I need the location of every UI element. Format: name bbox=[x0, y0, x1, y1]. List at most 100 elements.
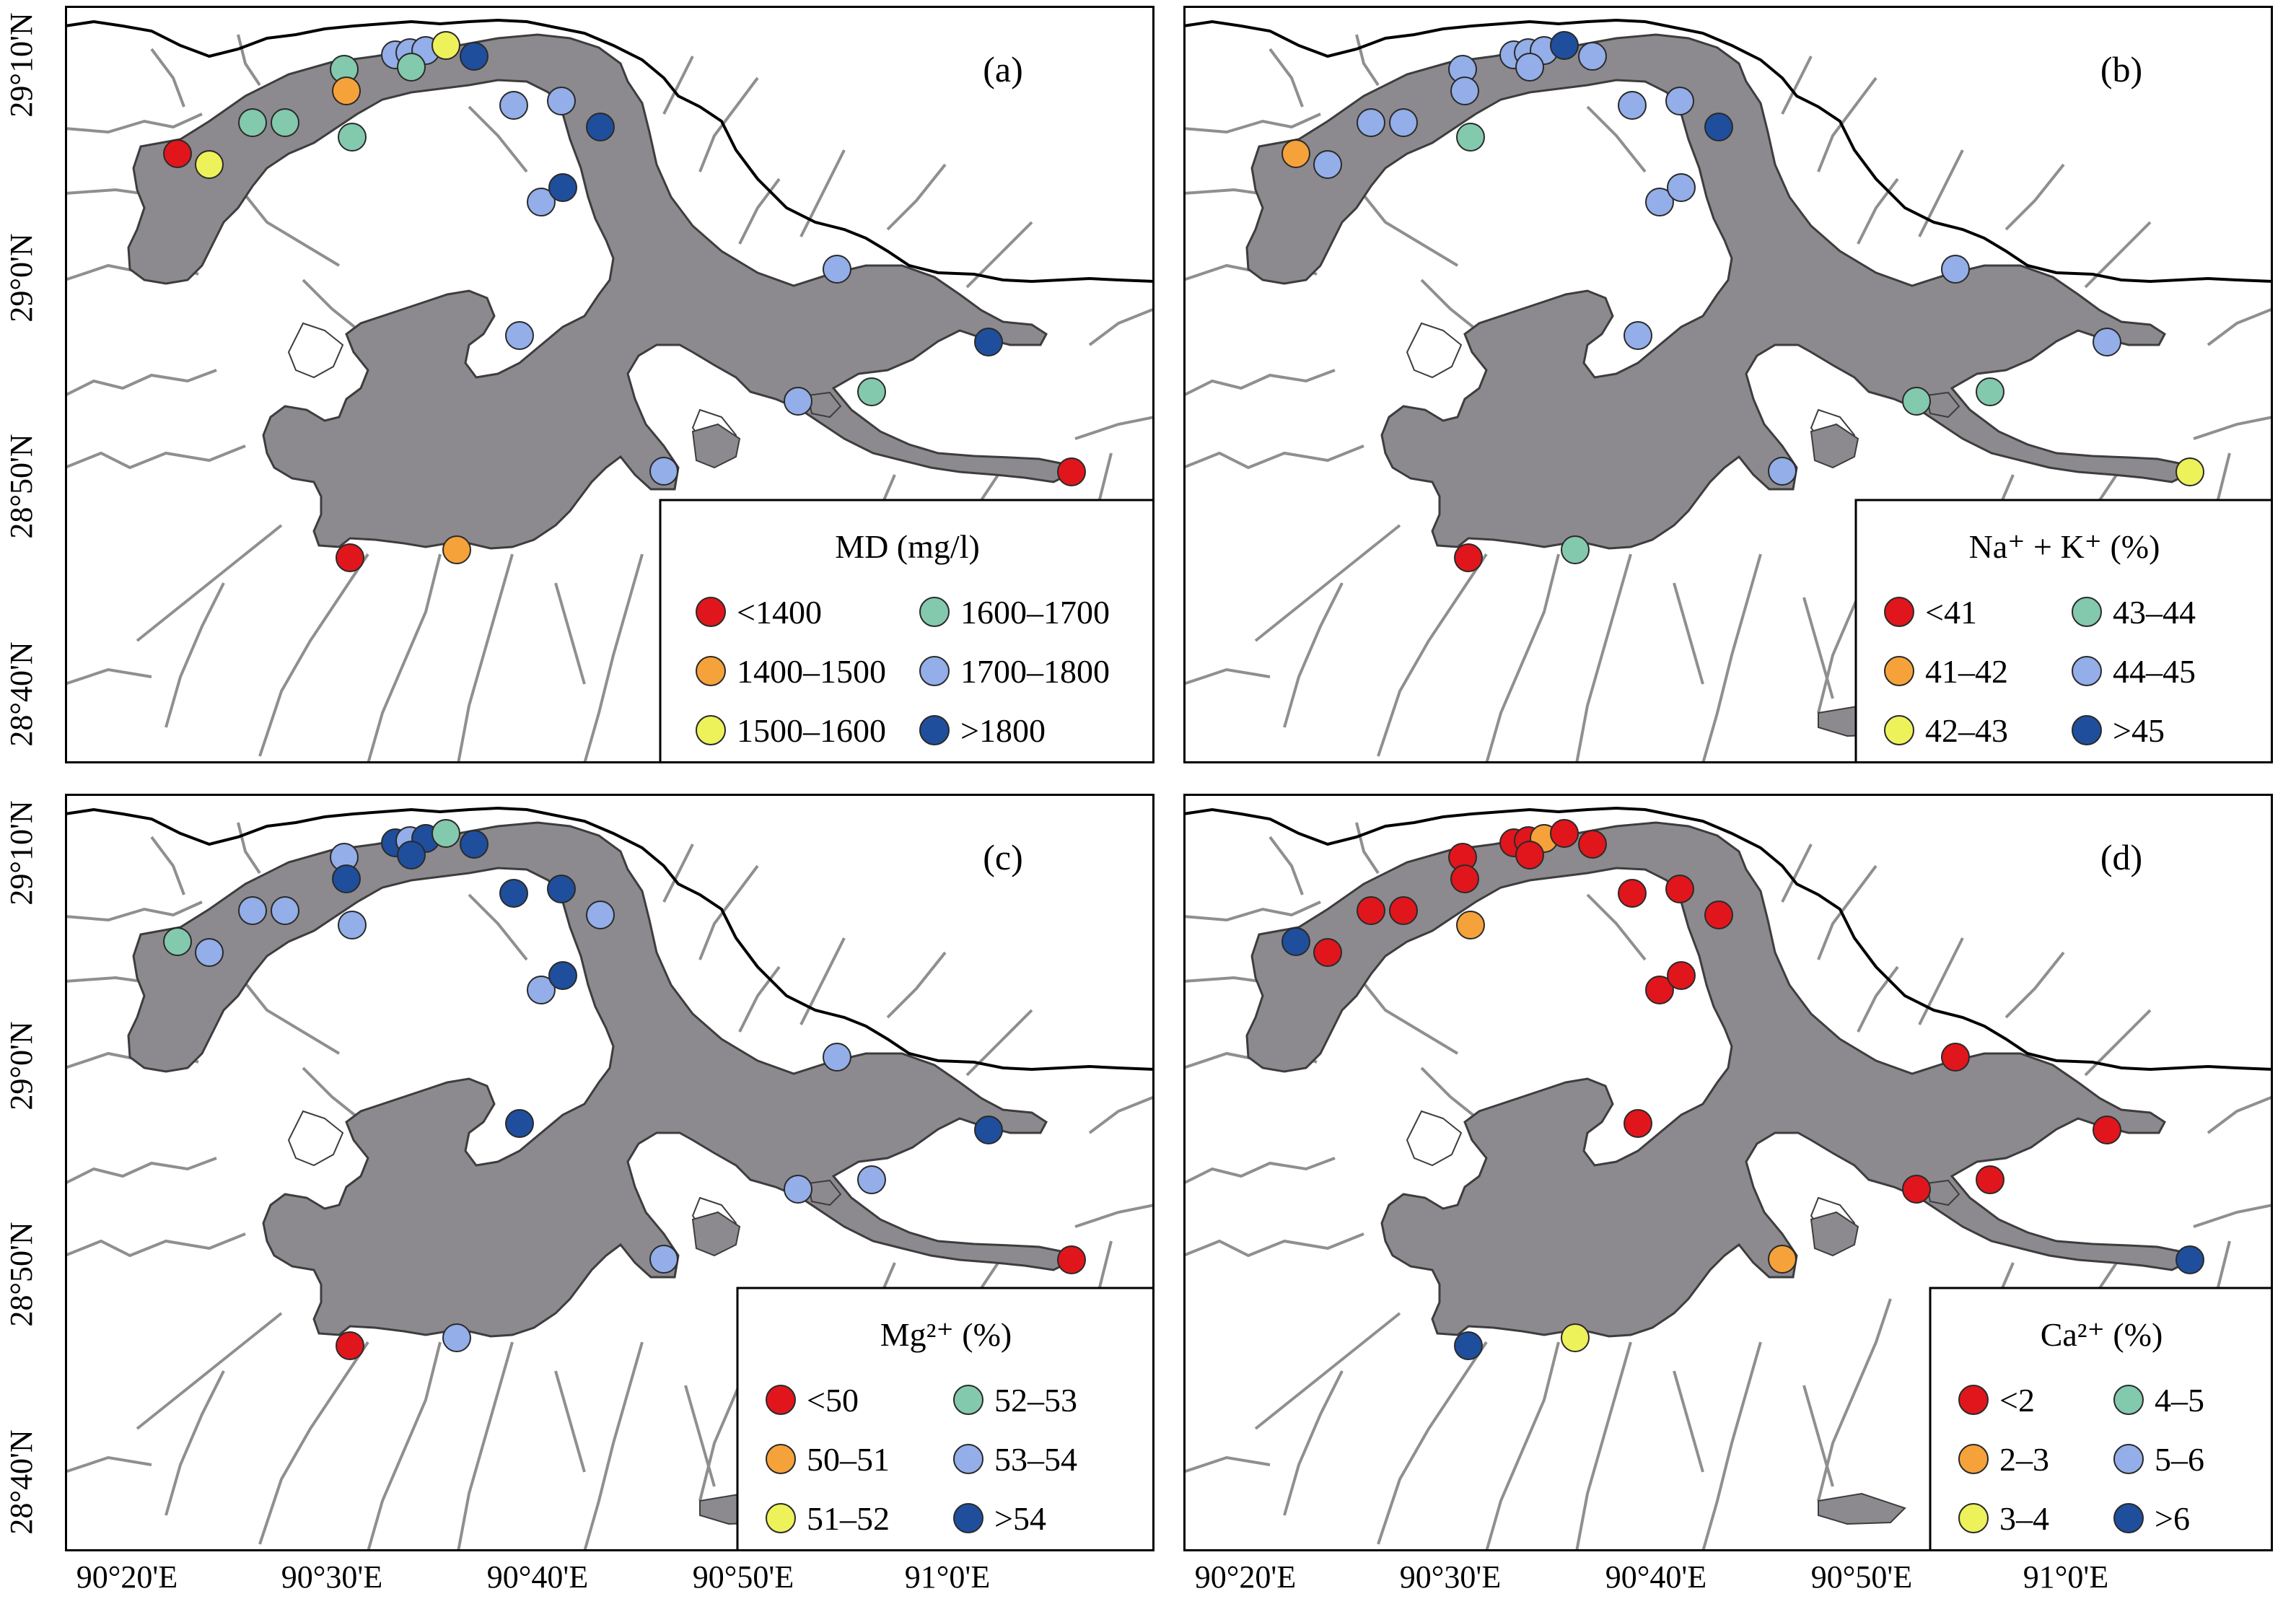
legend-label: 44–45 bbox=[2113, 653, 2196, 690]
sample-site-marker bbox=[1941, 255, 1970, 284]
sample-site-marker bbox=[857, 1165, 886, 1194]
panel-label: (a) bbox=[983, 49, 1023, 89]
lat-label: 29°0'N bbox=[4, 233, 39, 322]
sample-site-marker bbox=[163, 927, 192, 956]
legend-label: 3–4 bbox=[1999, 1500, 2049, 1537]
lon-label: 90°40'E bbox=[487, 1559, 588, 1595]
sample-site-marker bbox=[2175, 457, 2204, 486]
legend-label: >54 bbox=[994, 1500, 1046, 1537]
sample-site-marker bbox=[974, 1116, 1003, 1144]
map-frame: (b) Na⁺ + K⁺ (%) <41 41–42 42–43 43–44 44–45 >4… bbox=[1183, 6, 2273, 763]
lon-labels-left: 90°20'E 90°30'E 90°40'E 90°50'E 91°0'E bbox=[76, 1559, 990, 1595]
legend: Mg²⁺ (%) <50 50–51 51–52 52–53 53–54 >54 bbox=[736, 1287, 1154, 1551]
sample-site-marker bbox=[548, 961, 577, 990]
legend-swatch bbox=[766, 1503, 796, 1533]
sample-site-marker bbox=[1357, 108, 1385, 137]
legend-swatch bbox=[2072, 715, 2102, 745]
legend-label: 1700–1800 bbox=[960, 653, 1110, 690]
sample-site-marker bbox=[1454, 543, 1483, 572]
sample-site-marker bbox=[499, 879, 528, 908]
sample-site-marker bbox=[1561, 535, 1590, 564]
sample-site-marker bbox=[238, 108, 267, 137]
sample-site-marker bbox=[1561, 1323, 1590, 1352]
sample-site-marker bbox=[1624, 321, 1652, 350]
sample-site-marker bbox=[1357, 896, 1385, 925]
panel-a: (a) MD (mg/l) <1400 1400–1500 1500–1600 1600–… bbox=[65, 6, 1154, 763]
legend-swatch bbox=[1958, 1444, 1989, 1474]
sample-site-marker bbox=[1057, 1245, 1086, 1274]
legend-swatch bbox=[696, 715, 726, 745]
lon-labels-right: 90°20'E 90°30'E 90°40'E 90°50'E 91°0'E bbox=[1195, 1559, 2108, 1595]
legend-swatch bbox=[953, 1503, 983, 1533]
lon-label: 90°30'E bbox=[281, 1559, 382, 1595]
sample-site-marker bbox=[784, 1175, 812, 1204]
sample-site-marker bbox=[338, 911, 367, 939]
sample-site-marker bbox=[1667, 961, 1696, 990]
legend-title: MD (mg/l) bbox=[835, 528, 980, 565]
panel-border bbox=[1183, 794, 2273, 1551]
sample-site-marker bbox=[1645, 188, 1674, 216]
lat-label: 28°40'N bbox=[4, 641, 39, 746]
legend-label: <41 bbox=[1925, 594, 1977, 631]
panel-border bbox=[1183, 6, 2273, 763]
legend-swatch bbox=[919, 715, 950, 745]
legend-swatch bbox=[1884, 656, 1914, 686]
legend-label: 1400–1500 bbox=[737, 653, 886, 690]
sample-site-marker bbox=[1515, 841, 1544, 869]
sample-site-marker bbox=[1618, 91, 1647, 120]
sample-site-marker bbox=[397, 53, 426, 82]
sample-site-marker bbox=[527, 976, 556, 1004]
lon-label: 91°0'E bbox=[905, 1559, 990, 1595]
sample-site-marker bbox=[784, 387, 812, 416]
sample-site-marker bbox=[338, 123, 367, 152]
legend-swatch bbox=[1884, 597, 1914, 627]
sample-site-marker bbox=[1456, 123, 1485, 152]
legend-box bbox=[1929, 1287, 2273, 1551]
sample-site-marker bbox=[431, 31, 460, 60]
map-frame: (d) Ca²⁺ (%)<2 2–3 3–4 4–5 5–6 >6 bbox=[1183, 794, 2273, 1551]
sample-site-marker bbox=[1665, 87, 1694, 115]
legend-swatch bbox=[1884, 715, 1914, 745]
sample-site-marker bbox=[442, 535, 471, 564]
legend-title: Mg²⁺ (%) bbox=[880, 1316, 1012, 1353]
map-frame: (c) Mg²⁺ (%) <50 50–51 51–52 52–53 53–54 >54 bbox=[65, 794, 1154, 1551]
legend-label: >1800 bbox=[960, 712, 1046, 749]
sample-site-marker bbox=[1665, 875, 1694, 903]
legend-label: 42–43 bbox=[1925, 712, 2008, 749]
sample-site-marker bbox=[1902, 1175, 1931, 1204]
sample-site-marker bbox=[1976, 377, 2004, 406]
legend-label: 51–52 bbox=[807, 1500, 890, 1537]
lat-label: 28°40'N bbox=[4, 1429, 39, 1534]
sample-site-marker bbox=[195, 938, 224, 967]
panel-c: (c) Mg²⁺ (%) <50 50–51 51–52 52–53 53–54 >54 bbox=[65, 794, 1154, 1551]
sample-site-marker bbox=[2093, 328, 2121, 356]
legend-label: 5–6 bbox=[2155, 1441, 2204, 1478]
sample-site-marker bbox=[1667, 173, 1696, 202]
legend-label: 2–3 bbox=[1999, 1441, 2049, 1478]
sample-site-marker bbox=[460, 42, 488, 71]
sample-site-marker bbox=[397, 841, 426, 869]
legend-box bbox=[736, 1287, 1154, 1551]
sample-site-marker bbox=[1578, 42, 1607, 71]
legend-swatch bbox=[696, 597, 726, 627]
panel-label: (c) bbox=[983, 837, 1023, 877]
sample-site-marker bbox=[1976, 1165, 2004, 1194]
legend-swatch bbox=[919, 656, 950, 686]
legend-swatch bbox=[1958, 1385, 1989, 1415]
sample-site-marker bbox=[1768, 1245, 1797, 1274]
sample-site-marker bbox=[1550, 819, 1579, 848]
sample-site-marker bbox=[442, 1323, 471, 1352]
legend-label: >6 bbox=[2155, 1500, 2190, 1537]
legend-swatch bbox=[766, 1385, 796, 1415]
sample-site-marker bbox=[271, 108, 299, 137]
legend-swatch bbox=[2113, 1444, 2144, 1474]
panel-border bbox=[65, 6, 1154, 763]
legend: Na⁺ + K⁺ (%) <41 41–42 42–43 43–44 44–45 >45 bbox=[1854, 499, 2273, 763]
sample-site-marker bbox=[1902, 387, 1931, 416]
sample-site-marker bbox=[1550, 31, 1579, 60]
lat-label: 28°50'N bbox=[4, 434, 39, 538]
lat-label: 29°10'N bbox=[4, 800, 39, 905]
sample-site-marker bbox=[1450, 76, 1479, 105]
sample-site-marker bbox=[1645, 976, 1674, 1004]
sample-site-marker bbox=[1456, 911, 1485, 939]
